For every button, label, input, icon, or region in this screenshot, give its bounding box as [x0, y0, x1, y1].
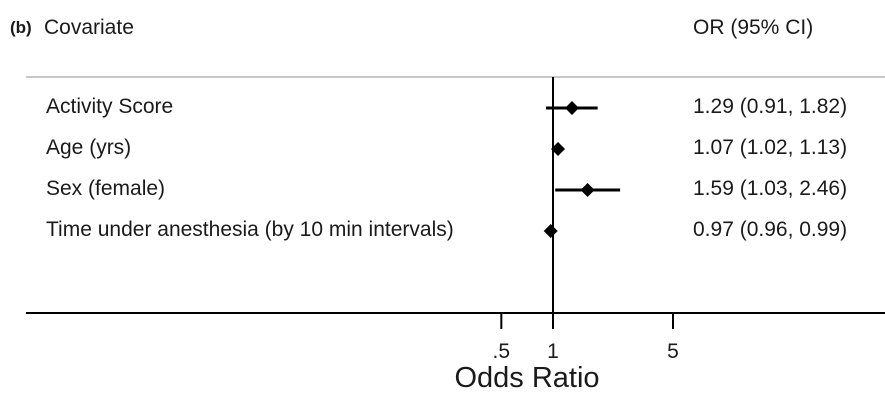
point-estimate-marker — [543, 224, 558, 238]
or-ci-value: 1.59 (1.03, 2.46) — [693, 177, 848, 200]
point-estimate-marker — [564, 101, 579, 115]
or-ci-value: 1.07 (1.02, 1.13) — [693, 136, 848, 159]
x-tick-label: .5 — [492, 340, 511, 363]
point-estimate-marker — [580, 183, 595, 197]
x-axis-title: Odds Ratio — [454, 362, 600, 394]
covariate-label: Age (yrs) — [46, 136, 132, 159]
x-tick-label: 1 — [547, 340, 559, 363]
covariate-label: Activity Score — [46, 95, 174, 118]
or-ci-value: 1.29 (0.91, 1.82) — [693, 95, 848, 118]
covariate-label: Time under anesthesia (by 10 min interva… — [46, 218, 454, 241]
x-tick-label: 5 — [667, 340, 679, 363]
or-ci-header: OR (95% CI) — [693, 16, 814, 39]
covariate-header: Covariate — [44, 16, 134, 39]
panel-label: (b) — [10, 18, 32, 37]
or-ci-value: 0.97 (0.96, 0.99) — [693, 218, 848, 241]
point-estimate-marker — [551, 142, 566, 156]
covariate-label: Sex (female) — [46, 177, 166, 200]
